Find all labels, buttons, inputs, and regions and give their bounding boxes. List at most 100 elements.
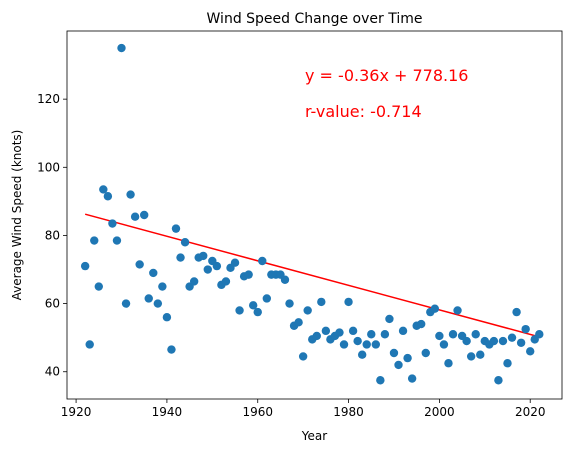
data-point — [258, 256, 267, 266]
data-point — [507, 333, 517, 342]
data-point — [521, 324, 530, 334]
data-point — [130, 212, 140, 221]
data-point — [171, 224, 181, 233]
data-point — [126, 190, 135, 199]
data-point — [140, 210, 149, 220]
data-point — [85, 340, 94, 349]
data-point — [230, 258, 240, 267]
y-tick-label: 60 — [45, 297, 60, 311]
data-point — [262, 294, 272, 303]
data-point — [294, 318, 303, 327]
data-point — [176, 253, 185, 262]
data-point — [108, 219, 117, 228]
data-point — [348, 326, 358, 336]
data-point — [407, 374, 417, 383]
y-axis-ticks: 40 60 80 100 120 — [37, 92, 67, 379]
x-tick-label: 1960 — [242, 405, 273, 419]
data-point — [512, 307, 521, 317]
data-point — [90, 236, 99, 245]
data-point — [394, 360, 403, 370]
y-tick-label: 120 — [37, 92, 60, 106]
x-tick-label: 2020 — [515, 405, 546, 419]
data-point — [389, 348, 399, 358]
data-point — [199, 251, 208, 261]
data-point — [117, 43, 126, 53]
data-point — [335, 328, 344, 337]
data-point — [285, 299, 294, 308]
data-point — [135, 260, 144, 269]
data-point — [376, 376, 385, 385]
y-tick-label: 100 — [37, 160, 60, 174]
data-point — [453, 306, 462, 315]
data-point — [371, 340, 381, 349]
data-point — [298, 352, 308, 361]
data-point — [253, 307, 262, 317]
data-point — [353, 336, 362, 346]
data-point — [535, 330, 544, 339]
x-tick-label: 2000 — [424, 405, 455, 419]
data-point — [167, 345, 176, 354]
data-point — [362, 340, 371, 349]
data-point — [403, 353, 412, 363]
data-point — [221, 277, 231, 286]
data-point — [317, 297, 326, 307]
data-point — [421, 348, 430, 358]
data-point — [94, 282, 103, 291]
data-point — [153, 299, 163, 308]
data-point — [149, 268, 158, 278]
data-point — [158, 282, 167, 291]
data-point — [466, 352, 476, 361]
data-point — [494, 376, 503, 385]
data-point — [144, 294, 153, 303]
data-point — [189, 277, 199, 286]
data-point — [417, 319, 426, 329]
data-point — [380, 330, 390, 339]
r-value-label: r-value: -0.714 — [305, 102, 422, 121]
data-point — [489, 336, 499, 346]
data-point — [303, 306, 312, 315]
data-point — [248, 301, 258, 310]
data-point — [235, 306, 244, 315]
data-point — [439, 340, 449, 349]
data-point — [516, 338, 526, 347]
data-point — [435, 331, 444, 341]
data-point — [471, 330, 480, 339]
x-axis-ticks: 1920 1940 1960 1980 2000 2020 — [61, 399, 546, 419]
regression-layer — [84, 213, 540, 338]
data-point — [162, 313, 172, 322]
y-tick-label: 80 — [45, 228, 60, 242]
x-tick-label: 1940 — [152, 405, 183, 419]
data-point — [312, 331, 321, 341]
data-point — [498, 336, 508, 346]
data-point — [121, 299, 131, 308]
data-point — [367, 330, 376, 339]
data-point — [462, 336, 471, 346]
data-point — [444, 359, 453, 368]
data-point — [180, 238, 190, 247]
data-point — [430, 304, 440, 313]
data-point — [244, 270, 253, 279]
y-tick-label: 40 — [45, 365, 60, 379]
data-point — [357, 350, 367, 359]
data-point — [80, 261, 90, 271]
y-axis-label: Average Wind Speed (knots) — [10, 130, 24, 301]
data-point — [398, 326, 408, 336]
data-points — [80, 43, 544, 385]
x-tick-label: 1920 — [61, 405, 92, 419]
regression-line — [84, 213, 540, 338]
regression-equation: y = -0.36x + 778.16 — [305, 66, 468, 85]
x-tick-label: 1980 — [333, 405, 364, 419]
data-point — [448, 330, 458, 339]
data-point — [280, 275, 290, 284]
data-point — [203, 265, 212, 274]
data-point — [385, 314, 394, 324]
data-point — [112, 236, 122, 245]
data-point — [476, 350, 485, 359]
data-point — [503, 359, 512, 368]
plot-frame — [66, 30, 563, 400]
chart-title: Wind Speed Change over Time — [207, 11, 423, 27]
data-point — [339, 340, 349, 349]
data-point — [103, 192, 113, 201]
data-point — [344, 297, 353, 307]
